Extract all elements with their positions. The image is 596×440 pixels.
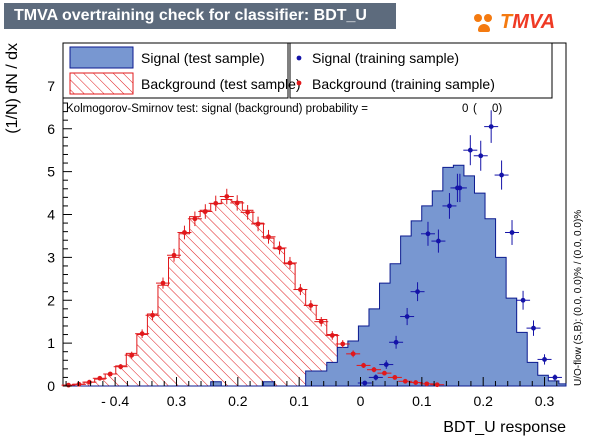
background-training-point: [361, 363, 366, 368]
background-training-point: [224, 194, 230, 199]
signal-training-point: [393, 339, 399, 345]
tmva-logo: TMVA: [470, 10, 576, 38]
y-tick-label: 0: [47, 378, 55, 394]
logo-figure-icon: [478, 24, 490, 32]
background-training-point: [382, 370, 387, 376]
background-training-point: [402, 378, 408, 384]
signal-training-point: [467, 147, 473, 153]
legend-signal-training-label: Signal (training sample): [312, 50, 459, 66]
background-training-point: [213, 200, 219, 206]
y-tick-label: 2: [47, 292, 55, 308]
signal-training-point: [404, 314, 410, 319]
x-tick-label: 0.1: [289, 393, 309, 409]
logo-text-mva: MVA: [512, 11, 556, 33]
legend-background-training-label: Background (training sample): [312, 76, 495, 92]
x-tick-label: 0.2: [473, 393, 493, 409]
logo-text: TMVA: [500, 11, 555, 34]
background-training-point: [434, 382, 440, 388]
background-training-point: [97, 375, 103, 381]
ks-test-label: Kolmogorov-Smirnov test: signal (backgro…: [66, 103, 368, 115]
background-training-point: [318, 319, 324, 325]
x-tick-label: 0.3: [167, 393, 187, 409]
signal-training-point: [373, 375, 379, 380]
background-training-point: [234, 200, 240, 206]
background-training-point: [107, 371, 113, 377]
y-tick-label: 3: [47, 249, 55, 265]
background-training-point: [277, 245, 282, 251]
signal-training-point: [499, 172, 504, 178]
background-training-point: [76, 381, 82, 387]
background-training-point: [297, 287, 303, 292]
y-tick-label: 5: [47, 164, 55, 180]
background-training-point: [340, 341, 346, 347]
overflow-label: U/O-flow (S,B): (0.0, 0.0)% / (0.0, 0.0)…: [573, 210, 584, 386]
ks-paren: (: [473, 103, 477, 115]
title-banner: TMVA overtraining check for classifier: …: [4, 3, 396, 29]
legend-signal-training-marker: [296, 55, 302, 61]
signal-training-point: [436, 238, 441, 244]
legend-signal-test-swatch: [69, 46, 134, 69]
signal-training-point: [509, 230, 515, 235]
background-training-point: [392, 375, 398, 380]
y-tick-label: 7: [47, 78, 55, 94]
signal-training-point: [488, 124, 494, 130]
y-tick-label: 1: [47, 335, 55, 351]
signal-training-point: [542, 357, 547, 362]
legend-background-test-swatch: [69, 72, 134, 95]
y-tick-label: 6: [47, 121, 55, 137]
background-training-point: [171, 252, 177, 258]
x-axis-label: BDT_U response: [443, 419, 566, 436]
background-training-point: [287, 260, 293, 266]
background-training-point: [329, 333, 335, 338]
x-tick-label: 0.2: [228, 393, 248, 409]
background-training-point: [413, 380, 419, 385]
background-training-point: [202, 209, 208, 214]
x-tick-label: 0: [357, 393, 365, 409]
logo-dot-icon: [474, 14, 482, 22]
background-training-point: [308, 302, 314, 308]
signal-training-point: [455, 185, 460, 191]
x-tick-label: - 0.4: [101, 393, 129, 409]
legend-signal-test-label: Signal (test sample): [141, 50, 265, 66]
ks-background-value: 0): [492, 103, 502, 115]
logo-text-t: T: [500, 11, 513, 33]
signal-training-point: [478, 153, 484, 159]
signal-training-point: [362, 380, 368, 386]
signal-test-histogram: [63, 164, 567, 387]
y-tick-label: 4: [47, 207, 55, 223]
signal-training-point: [415, 289, 420, 295]
background-training-point: [266, 234, 271, 240]
background-training-point: [371, 367, 377, 373]
ks-signal-value: 0: [462, 103, 468, 115]
logo-dot-icon: [484, 14, 492, 22]
background-training-point: [182, 230, 187, 235]
signal-training-point: [531, 325, 536, 331]
background-training-point: [139, 331, 145, 337]
x-tick-label: 0.3: [535, 393, 555, 409]
background-training-point: [160, 280, 166, 286]
legend-background-test-label: Background (test sample): [141, 76, 301, 92]
signal-training-point: [383, 362, 389, 367]
legend-box-right: [289, 42, 553, 99]
y-axis-label: (1/N) dN / dx: [4, 43, 21, 134]
background-training-point: [350, 351, 356, 357]
background-training-point: [66, 382, 71, 388]
background-training-point: [150, 312, 155, 318]
x-tick-label: 0.1: [412, 393, 432, 409]
signal-training-point: [520, 297, 526, 303]
background-training-point: [129, 352, 135, 358]
chart-title: TMVA overtraining check for classifier: …: [14, 7, 367, 24]
background-training-point: [245, 209, 251, 215]
signal-training-point: [552, 375, 558, 380]
background-training-point: [118, 364, 124, 370]
legend-background-training-marker: [296, 80, 302, 86]
background-training-point: [255, 221, 261, 227]
background-training-point: [424, 381, 430, 387]
signal-training-point: [447, 203, 452, 209]
background-training-point: [192, 216, 198, 222]
signal-training-point: [425, 231, 431, 237]
